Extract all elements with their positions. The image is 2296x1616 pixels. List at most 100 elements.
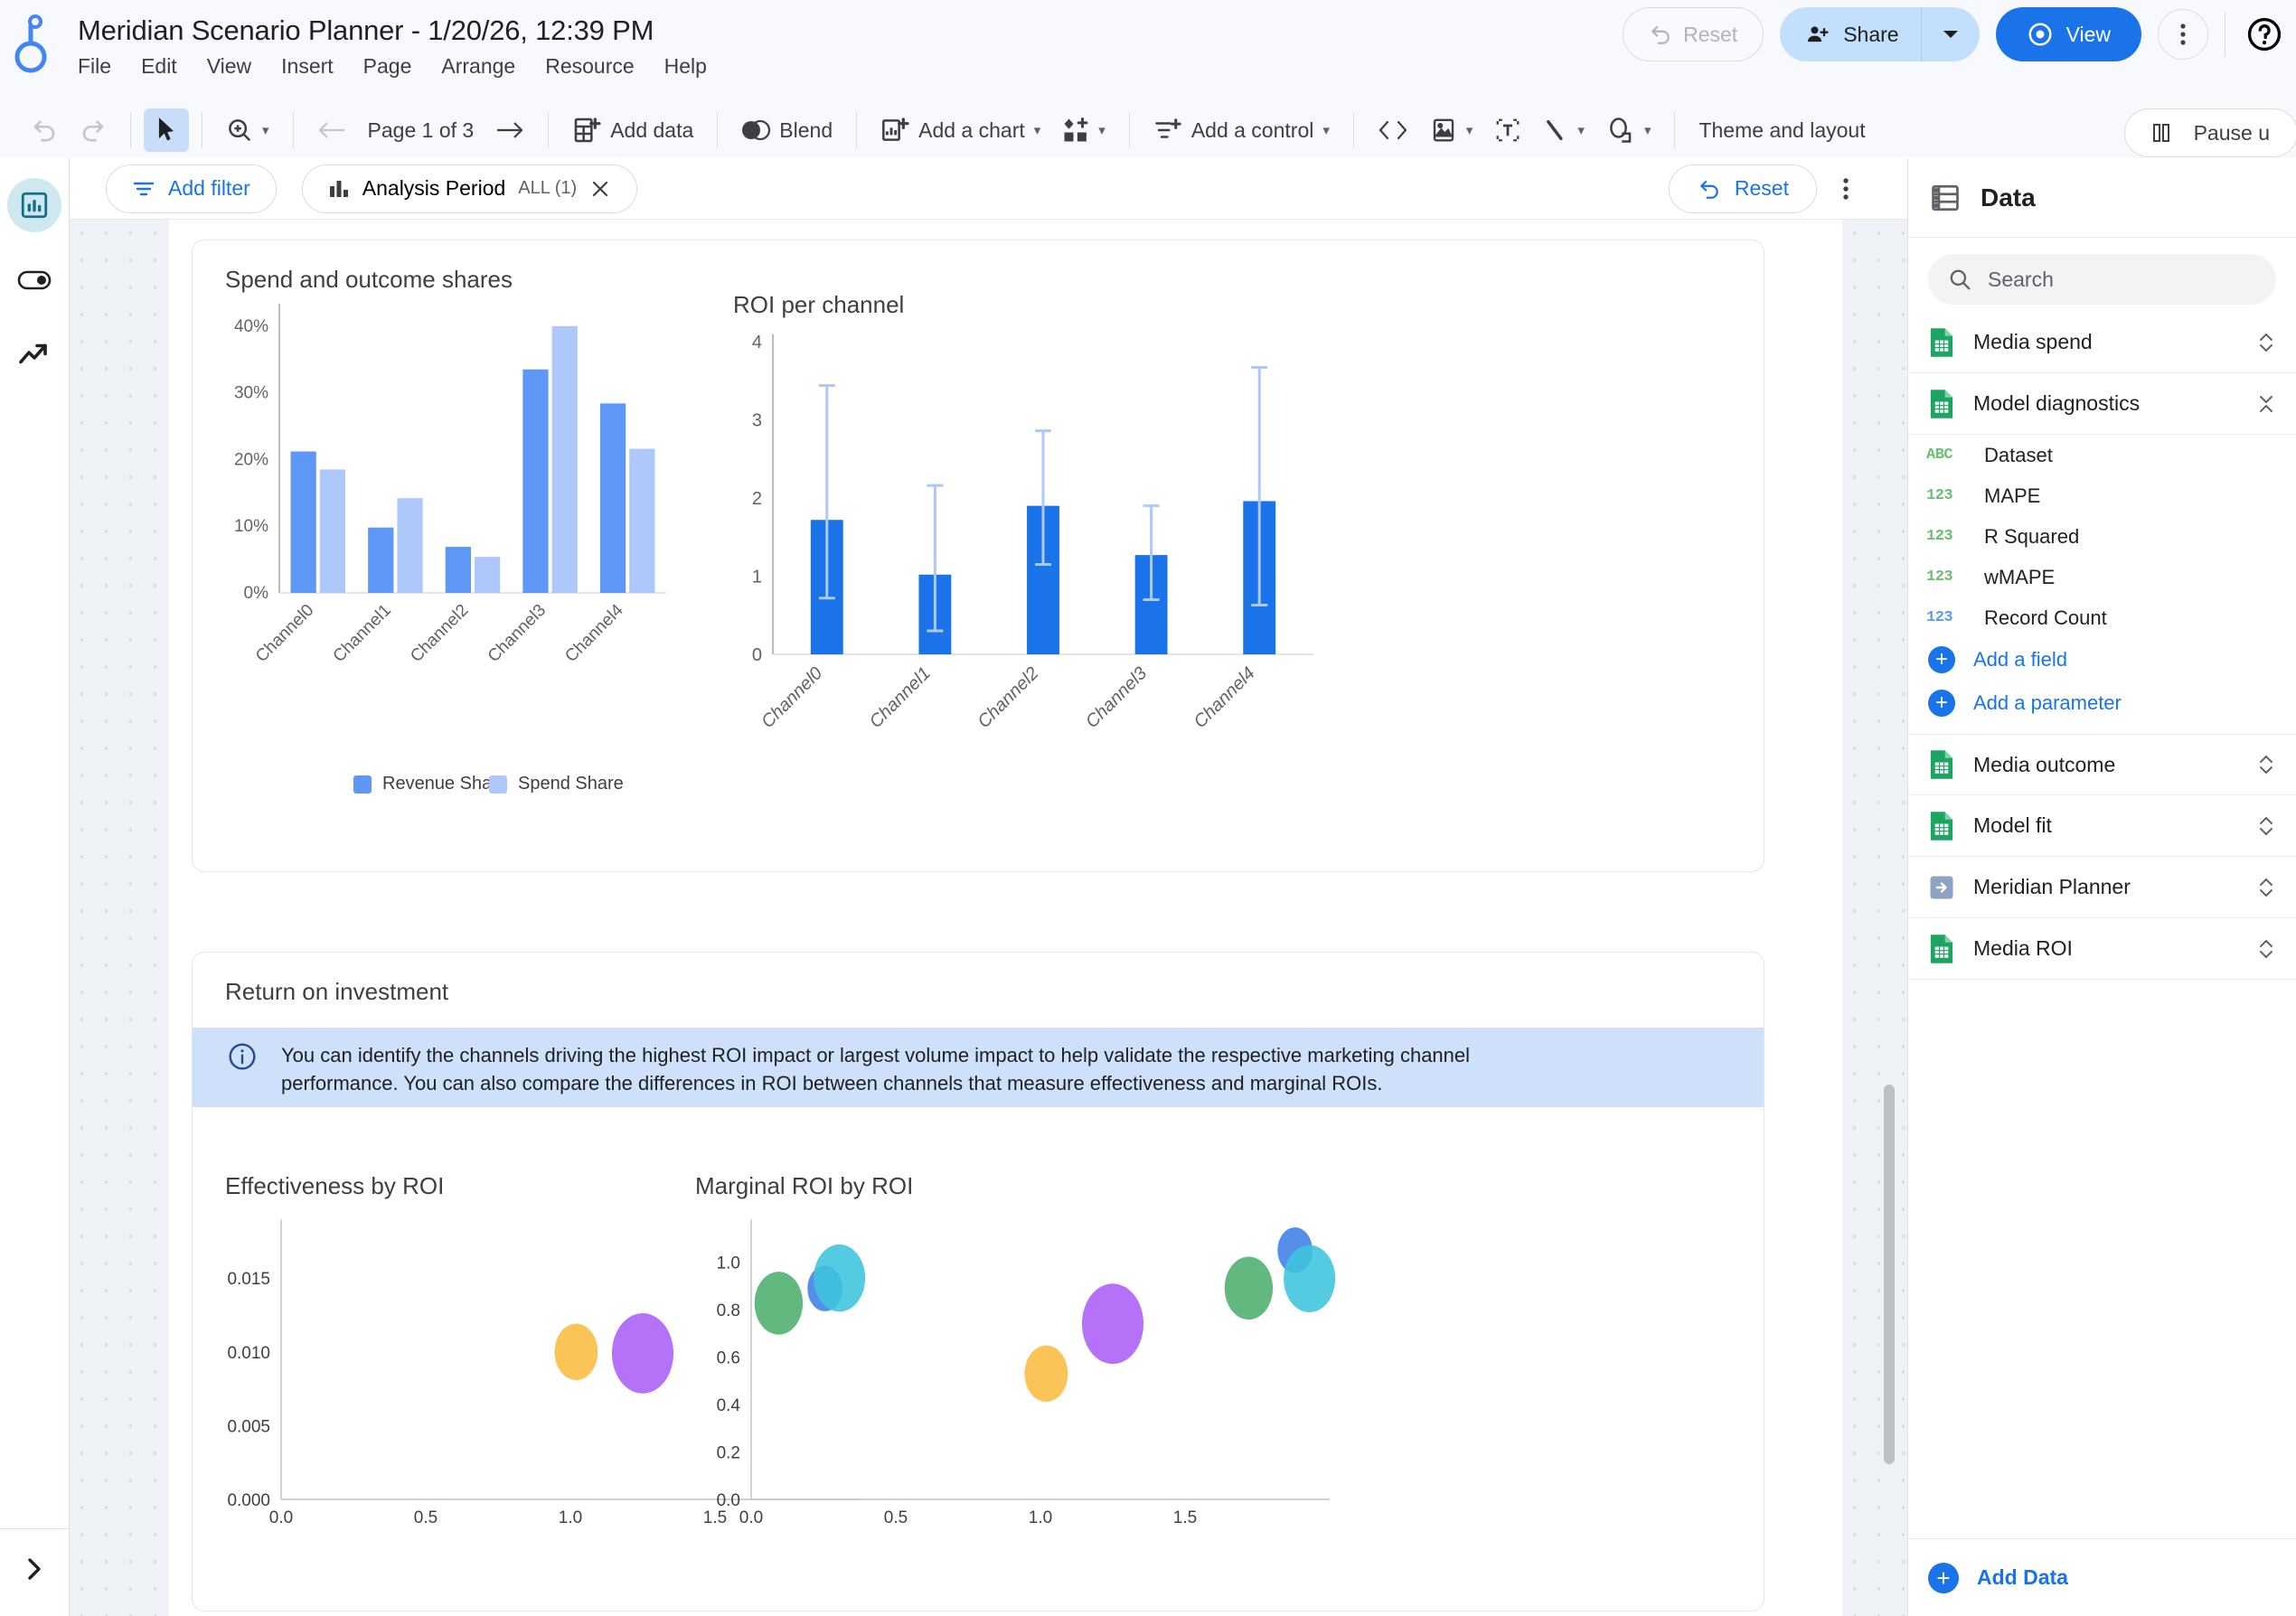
embed-code-button[interactable] [1367,108,1419,152]
svg-text:40%: 40% [234,317,268,336]
pause-updates-button[interactable]: Pause u [2123,108,2296,157]
chevron-down-icon: ▾ [1098,123,1106,138]
menu-bar: File Edit View Insert Page Arrange Resou… [78,54,707,79]
sheets-icon [1930,934,1953,963]
svg-text:Channel1: Channel1 [330,601,395,666]
add-control-label: Add a control [1190,117,1314,142]
view-eye-icon [2028,23,2052,46]
extract-icon [1930,876,1953,898]
field-dataset[interactable]: ABC Dataset [1908,435,2296,475]
field-mape[interactable]: 123 MAPE [1908,475,2296,516]
insert-shape-button[interactable]: ▾ [1595,108,1662,152]
add-parameter-button[interactable]: + Add a parameter [1908,681,2296,725]
roi-per-channel-bar-chart[interactable]: 0 1 2 3 4 Channel0 Channel1 Channel2 Channel3 Cha… [717,322,1350,756]
data-panel: Data Search Media spend Model diagnostic… [1907,158,2296,1616]
field-r-squared[interactable]: 123 R Squared [1908,516,2296,557]
sheets-icon [1930,750,1953,779]
spend-shares-chart-title: Spend and outcome shares [225,266,513,293]
svg-text:Channel2: Channel2 [974,663,1042,732]
menu-file[interactable]: File [78,54,112,78]
share-button[interactable]: Share [1780,7,1920,61]
effectiveness-by-roi-bubble-chart[interactable]: 0.000 0.005 0.010 0.015 0.0 0.5 1.0 1.5 [211,1201,898,1563]
expand-panel-button[interactable] [7,1542,61,1596]
marginal-roi-by-roi-bubble-chart[interactable]: 0.0 0.2 0.4 0.6 0.8 1.0 0.0 0.5 1.0 1.5 [681,1201,1368,1563]
roi-section-card[interactable]: Return on investment You can identify th… [192,952,1764,1611]
insert-line-button[interactable]: ▾ [1532,108,1595,152]
add-chart-button[interactable]: Add a chart ▾ [870,108,1051,152]
data-panel-icon [1932,184,1959,211]
legend-swatch-revenue [353,775,372,794]
svg-text:0.6: 0.6 [717,1348,740,1367]
menu-arrange[interactable]: Arrange [441,54,516,78]
svg-text:0.0: 0.0 [717,1491,740,1510]
menu-insert[interactable]: Insert [281,54,334,78]
menu-edit[interactable]: Edit [141,54,177,78]
image-icon [1433,118,1454,142]
menu-page[interactable]: Page [362,54,412,78]
blend-button[interactable]: Blend [730,108,843,152]
svg-text:Channel1: Channel1 [866,663,935,732]
field-wmape[interactable]: 123 wMAPE [1908,557,2296,597]
bar-chart-icon [21,192,48,219]
undo-icon [1699,180,1718,199]
theme-and-layout-button[interactable]: Theme and layout [1698,117,1866,142]
more-options-button[interactable] [2158,9,2208,60]
legend-spend-share[interactable]: Spend Share [489,774,624,794]
canvas-vertical-scrollbar[interactable] [1884,1085,1895,1464]
data-source-meridian-planner[interactable]: Meridian Planner [1908,857,2296,918]
chevron-down-icon [1943,31,1958,38]
svg-text:Channel3: Channel3 [485,601,550,666]
menu-help[interactable]: Help [663,54,707,78]
field-record-count[interactable]: 123 Record Count [1908,597,2296,638]
select-tool-button[interactable] [144,108,189,152]
next-page-button[interactable] [485,108,535,152]
analysis-period-filter-chip[interactable]: Analysis Period ALL (1) [301,164,638,213]
page-indicator[interactable]: Page 1 of 3 [367,117,475,142]
rail-item-charts[interactable] [7,178,61,232]
expand-collapse-icon [2260,755,2272,775]
insert-image-button[interactable]: ▾ [1419,108,1484,152]
menu-resource[interactable]: Resource [545,54,635,78]
share-dropdown-button[interactable] [1922,7,1980,61]
add-control-button[interactable]: Add a control ▾ [1143,108,1341,152]
data-source-media-outcome[interactable]: Media outcome [1908,734,2296,795]
sheets-icon [1930,811,1953,841]
data-source-model-fit[interactable]: Model fit [1908,795,2296,857]
report-canvas[interactable]: Spend and outcome shares 0% 10% 20% 30% 40% C… [70,220,1907,1616]
filter-reset-button[interactable]: Reset [1668,164,1817,213]
toolbar-divider [856,112,858,148]
add-data-button[interactable]: Add data [561,108,704,152]
previous-page-button[interactable] [306,108,357,152]
menu-view[interactable]: View [206,54,252,78]
document-title[interactable]: Meridian Scenario Planner - 1/20/26, 12:… [78,14,654,46]
add-field-button[interactable]: + Add a field [1908,638,2296,681]
add-data-footer-button[interactable]: + Add Data [1908,1538,2296,1616]
rail-item-trends[interactable] [7,328,61,382]
roi-info-banner: You can identify the channels driving th… [193,1028,1764,1107]
help-button[interactable] [2242,12,2287,57]
add-filter-button[interactable]: Add filter [106,164,277,213]
legend-revenue-share[interactable]: Revenue Share [353,774,508,794]
zoom-tool-button[interactable]: ▾ [215,108,280,152]
data-search-box[interactable]: Search [1928,254,2276,305]
chart-card-top[interactable]: Spend and outcome shares 0% 10% 20% 30% 40% C… [192,240,1764,872]
data-source-media-roi[interactable]: Media ROI [1908,918,2296,980]
undo-button[interactable] [20,108,69,152]
insert-text-button[interactable] [1483,108,1532,152]
oval-shape-icon [1610,117,1632,143]
chevron-down-icon: ▾ [1643,123,1651,138]
toolbar-divider [292,112,294,148]
field-name: MAPE [1984,484,2041,507]
data-source-model-diagnostics[interactable]: Model diagnostics [1908,373,2296,435]
filter-more-options-button[interactable] [1828,167,1864,211]
reset-button[interactable]: Reset [1623,7,1764,61]
left-rail [0,158,70,1616]
data-source-media-spend[interactable]: Media spend [1908,312,2296,373]
add-shape-button[interactable]: ▾ [1051,108,1116,152]
spend-shares-bar-chart[interactable]: 0%10%20%30%40%Channel0 Channel1 Channel2 Ch… [214,295,684,674]
redo-button[interactable] [69,108,118,152]
blend-icon [742,119,771,141]
header-actions: Reset Share View [1623,7,2287,61]
rail-item-toggle[interactable] [7,253,61,307]
view-button[interactable]: View [1995,7,2141,61]
